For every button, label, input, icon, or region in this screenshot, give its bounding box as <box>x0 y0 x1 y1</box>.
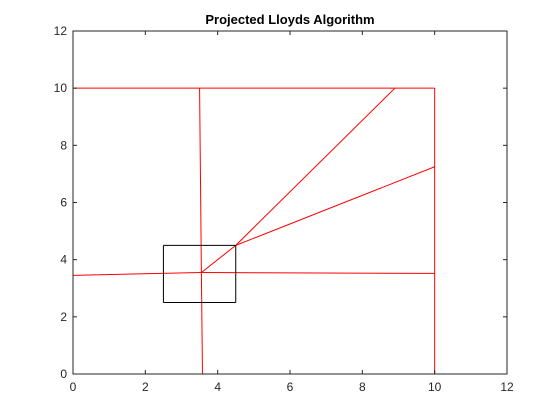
x-tick-label: 6 <box>287 380 294 394</box>
y-tick-label: 4 <box>60 253 67 267</box>
y-tick-label: 8 <box>60 138 67 152</box>
x-tick-label: 8 <box>359 380 366 394</box>
y-tick-label: 10 <box>54 81 68 95</box>
y-tick-label: 0 <box>60 367 67 381</box>
axes-background <box>73 31 507 374</box>
chart-title: Projected Lloyds Algorithm <box>205 12 374 27</box>
y-tick-label: 6 <box>60 196 67 210</box>
y-tick-label: 2 <box>60 310 67 324</box>
y-tick-label: 12 <box>54 24 68 38</box>
x-tick-label: 2 <box>142 380 149 394</box>
x-tick-label: 0 <box>70 380 77 394</box>
x-tick-label: 4 <box>214 380 221 394</box>
x-tick-label: 12 <box>500 380 514 394</box>
x-tick-label: 10 <box>428 380 442 394</box>
